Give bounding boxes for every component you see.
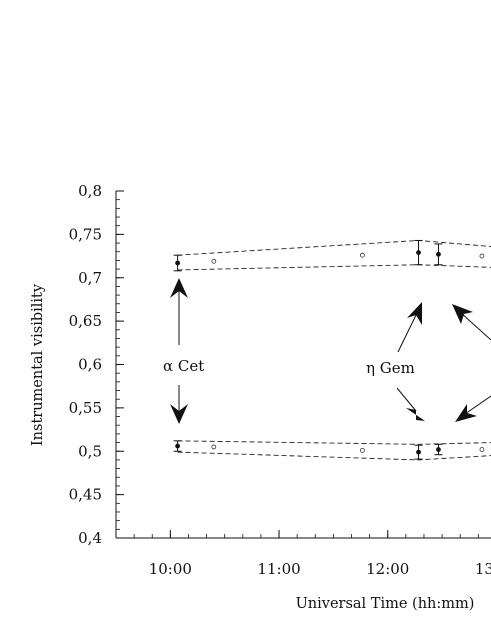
dashed-bound-line bbox=[177, 264, 491, 271]
y-tick-label: 0,5 bbox=[78, 442, 102, 460]
y-tick-label: 0,7 bbox=[78, 269, 102, 287]
open-data-point bbox=[211, 444, 217, 450]
dashed-bound-line bbox=[177, 239, 491, 256]
filled-data-point bbox=[436, 251, 441, 257]
confidence-bounds bbox=[177, 239, 491, 461]
filled-data-point bbox=[175, 260, 180, 266]
y-tick-label: 0,45 bbox=[69, 486, 102, 504]
y-tick-label: 0,65 bbox=[69, 312, 102, 330]
open-data-point bbox=[479, 447, 485, 452]
filled-data-point bbox=[175, 443, 180, 449]
arrow-shaft bbox=[396, 387, 417, 412]
annotation-eta-gem-label: η Gem bbox=[366, 359, 415, 377]
filled-data-point bbox=[416, 250, 421, 255]
annotation-alpha-cet: α Cet bbox=[163, 278, 204, 424]
filled-data-point bbox=[436, 447, 441, 452]
arrow-shaft bbox=[459, 311, 491, 341]
open-data-point bbox=[359, 447, 365, 453]
arrow-up-icon bbox=[170, 278, 188, 298]
y-tick-label: 0,8 bbox=[78, 182, 102, 200]
y-axis-label: Instrumental visibility bbox=[30, 283, 46, 446]
arrow-icon bbox=[406, 408, 425, 421]
y-tick-label: 0,6 bbox=[78, 356, 102, 374]
dashed-bound-line bbox=[177, 440, 491, 445]
arrow-down-icon bbox=[170, 404, 188, 424]
open-data-point bbox=[211, 258, 217, 264]
data-points bbox=[173, 239, 485, 460]
x-tick-label: 10:00 bbox=[149, 560, 192, 578]
x-tick-label: 13:00 bbox=[475, 560, 491, 578]
y-tick-label: 0,75 bbox=[69, 225, 102, 243]
arrow-shaft bbox=[397, 312, 418, 353]
x-axis-label: Universal Time (hh:mm) bbox=[296, 596, 475, 612]
y-tick-label: 0,4 bbox=[78, 529, 102, 547]
arrow-icon bbox=[407, 302, 422, 325]
x-tick-label: 12:00 bbox=[366, 560, 409, 578]
axis-ticks: 0,8 0,75 0,7 0,65 0,6 0,55 0,5 0,45 0,4 10:00 11:0… bbox=[69, 182, 491, 578]
x-tick-label: 11:00 bbox=[257, 560, 300, 578]
y-tick-label: 0,55 bbox=[69, 399, 102, 417]
annotation-eta-gem: η Gem bbox=[366, 302, 491, 422]
arrow-shaft bbox=[464, 395, 491, 415]
open-data-point bbox=[479, 253, 485, 259]
dashed-bound-line bbox=[177, 451, 491, 461]
open-data-point bbox=[359, 252, 365, 258]
arrow-icon bbox=[452, 304, 473, 324]
arrow-icon bbox=[455, 404, 477, 422]
annotation-alpha-cet-label: α Cet bbox=[163, 357, 204, 375]
filled-data-point bbox=[416, 449, 421, 455]
